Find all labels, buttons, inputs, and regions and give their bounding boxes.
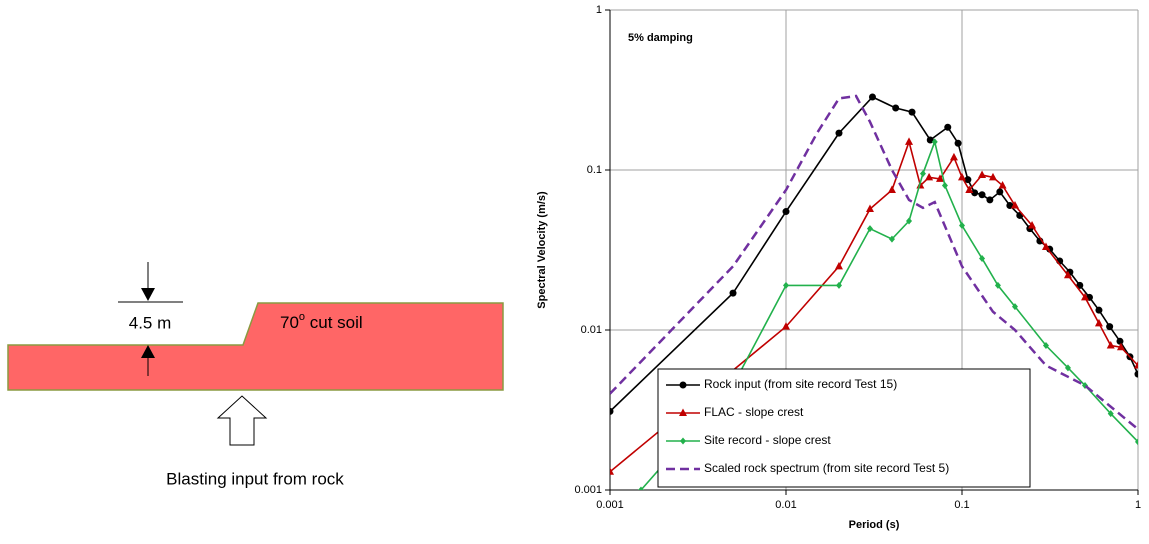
point	[979, 254, 986, 262]
point	[958, 172, 966, 181]
point	[1063, 270, 1072, 279]
point	[978, 170, 987, 179]
point	[888, 235, 895, 243]
point	[865, 204, 874, 213]
point	[835, 129, 843, 137]
point	[965, 185, 974, 193]
y-tick-label: 0.001	[574, 484, 602, 496]
point	[1010, 200, 1019, 209]
point	[782, 322, 790, 330]
legend-label: FLAC - slope crest	[704, 405, 804, 419]
point	[729, 289, 737, 297]
y-axis-title: Spectral Velocity (m/s)	[536, 191, 548, 309]
point	[1028, 220, 1037, 229]
point	[936, 174, 945, 182]
legend-marker	[680, 437, 686, 445]
point	[1116, 342, 1125, 351]
point	[1064, 364, 1071, 372]
point	[959, 221, 965, 229]
point	[1134, 360, 1138, 369]
point	[1081, 292, 1090, 301]
point	[954, 139, 962, 147]
degree-mark: o	[299, 311, 305, 323]
point	[905, 137, 914, 145]
point	[610, 467, 614, 475]
point	[919, 170, 926, 178]
point	[637, 486, 644, 490]
cut-text: cut soil	[305, 313, 363, 332]
point	[986, 196, 994, 204]
x-tick-label: 1	[1135, 499, 1141, 511]
point	[941, 182, 948, 190]
point	[1006, 201, 1014, 209]
point	[1095, 306, 1103, 314]
point	[1107, 410, 1114, 418]
diagram: 4.5 m 70o cut soil Blasting input from r…	[7, 262, 504, 488]
legend-marker	[679, 408, 687, 416]
height-label: 4.5 m	[129, 313, 172, 332]
point	[610, 407, 614, 415]
point	[782, 208, 790, 216]
annotation: 5% damping	[628, 32, 693, 44]
point	[892, 104, 900, 112]
point	[834, 261, 843, 270]
point	[868, 93, 876, 101]
point	[1134, 370, 1138, 378]
point	[1135, 438, 1138, 446]
point	[964, 176, 972, 184]
cut-label: 70o cut soil	[280, 311, 363, 333]
point	[1106, 341, 1115, 349]
series-line	[610, 94, 1138, 431]
point	[1041, 242, 1050, 251]
input-arrow	[216, 395, 268, 446]
y-tick-label: 0.01	[581, 324, 602, 336]
point	[998, 181, 1007, 189]
point	[994, 281, 1001, 289]
point	[887, 185, 896, 193]
y-tick-label: 0.1	[587, 164, 602, 176]
point	[988, 172, 997, 181]
x-tick-label: 0.1	[954, 499, 969, 511]
point	[1094, 318, 1103, 327]
arrow-head	[141, 288, 155, 301]
x-tick-label: 0.001	[596, 499, 624, 511]
input-label: Blasting input from rock	[166, 469, 344, 488]
point	[783, 281, 789, 289]
soil-slope	[7, 302, 504, 391]
x-tick-label: 0.01	[775, 499, 796, 511]
point	[996, 188, 1004, 196]
legend: Rock input (from site record Test 15) FLA…	[657, 368, 1031, 488]
legend-label: Rock input (from site record Test 15)	[704, 377, 897, 391]
point	[908, 108, 916, 116]
point	[1116, 337, 1124, 345]
legend-label: Scaled rock spectrum (from site record T…	[704, 461, 949, 475]
legend-label: Site record - slope crest	[704, 433, 831, 447]
point	[971, 189, 979, 197]
point	[1106, 323, 1114, 331]
x-axis-title: Period (s)	[849, 519, 900, 531]
point	[944, 123, 952, 131]
point	[1042, 342, 1049, 350]
point	[949, 152, 958, 161]
chart: 0.001 0.01 0.1 1 0.001 0.01 0.1 1 Period (s) Spec…	[536, 4, 1141, 531]
legend-marker	[679, 381, 687, 389]
cut-angle: 70	[280, 313, 299, 332]
series-line	[610, 139, 1138, 473]
point	[978, 191, 986, 199]
series-layer	[610, 93, 1138, 490]
point	[931, 138, 938, 146]
point	[906, 217, 913, 225]
legend-box	[657, 368, 1031, 488]
y-tick-label: 1	[596, 4, 602, 16]
arrow-head	[141, 345, 155, 358]
point	[866, 225, 873, 233]
point	[1011, 303, 1018, 311]
point	[925, 172, 934, 181]
point	[835, 281, 842, 289]
